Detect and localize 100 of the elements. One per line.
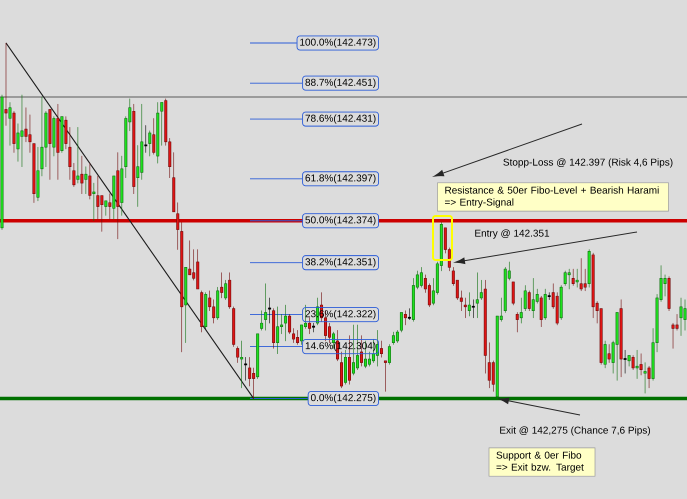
candlestick (384, 360, 387, 392)
ref-line-label: 38.2%(142.351) (305, 258, 376, 268)
candlestick (640, 353, 643, 376)
candlestick (4, 42, 8, 126)
candlestick (288, 314, 292, 334)
candlestick (216, 286, 220, 320)
candlestick (236, 346, 240, 363)
candlestick (648, 366, 651, 388)
ref-line-label: 50.0%(142.374) (305, 216, 376, 226)
candlestick (464, 298, 467, 318)
candlestick (604, 340, 607, 368)
candlestick (76, 126, 80, 184)
ref-line-label: 61.8%(142.397) (306, 174, 376, 184)
candlestick (104, 200, 108, 216)
candlestick (560, 285, 563, 320)
candlestick (392, 332, 395, 345)
candlestick (488, 342, 491, 388)
candlestick (340, 352, 344, 388)
candlestick (512, 282, 515, 306)
candlestick (312, 322, 316, 332)
ref-line-label: 78.6%(142.431) (306, 114, 376, 124)
candlestick (296, 330, 300, 345)
ref-line-label: 88.7%(142.451) (305, 78, 376, 88)
candlestick (484, 280, 487, 374)
candlestick (60, 116, 64, 153)
candlestick (620, 299, 623, 378)
candlestick (636, 350, 639, 379)
annotation: Stopp-Loss @ 142.397 (Risk 4,6 Pips) (503, 158, 672, 168)
candlestick (284, 304, 288, 342)
candlestick (0, 94, 4, 230)
candlestick (12, 110, 16, 153)
candlestick (616, 312, 619, 381)
candlestick (468, 292, 471, 316)
candlestick (628, 355, 631, 366)
candlestick (112, 176, 116, 220)
candlestick (8, 102, 12, 146)
candlestick (88, 162, 92, 200)
candlestick (256, 333, 260, 379)
candlestick (308, 318, 312, 334)
candlestick (144, 125, 148, 153)
candlestick (108, 193, 112, 220)
candlestick (228, 272, 232, 309)
candlestick (680, 298, 683, 336)
candlestick (80, 156, 84, 194)
candlestick (580, 258, 583, 292)
candlestick (396, 330, 399, 343)
candlestick (84, 166, 88, 194)
candlestick (480, 280, 483, 300)
candlestick (528, 290, 531, 311)
candlestick (632, 355, 635, 370)
candlestick (176, 202, 180, 250)
candlestick (160, 102, 164, 146)
candlestick (564, 270, 567, 286)
candlestick (152, 118, 156, 155)
candlestick (292, 328, 296, 343)
candlestick (404, 310, 407, 326)
annotation: Resistance & 50er Fibo-Level + Bearish Harami => Entry-Signal (444, 186, 659, 208)
candlestick (588, 249, 591, 288)
candlestick (56, 104, 60, 180)
candlestick (64, 116, 68, 150)
candlestick (276, 306, 280, 354)
candlestick (156, 102, 160, 164)
annotation: Entry @ 142.351 (475, 229, 550, 239)
candlestick (32, 143, 36, 203)
candlestick (524, 285, 527, 311)
candlestick (40, 96, 44, 176)
candlestick (220, 272, 224, 298)
candlestick (204, 292, 208, 329)
candlestick (180, 222, 184, 352)
candlestick (608, 344, 611, 363)
candlestick (132, 104, 136, 194)
candlestick (184, 267, 188, 343)
candlestick (268, 298, 272, 324)
candlestick (520, 298, 523, 324)
candlestick (380, 340, 383, 358)
candlestick (668, 276, 671, 311)
candlestick (72, 162, 76, 187)
candlestick (532, 278, 535, 318)
candlestick (540, 296, 543, 327)
candlestick (52, 116, 56, 156)
candlestick (544, 288, 547, 320)
candlestick (172, 152, 176, 212)
candlestick (260, 310, 264, 331)
candlestick (116, 152, 120, 240)
candlestick (224, 280, 228, 300)
candlestick (232, 306, 236, 347)
candlestick (388, 344, 391, 365)
candlestick (68, 126, 72, 180)
candlestick (48, 109, 52, 180)
ref-line-label: 100.0%(142.473) (300, 38, 376, 48)
candlestick (244, 356, 248, 381)
candlestick (400, 312, 403, 332)
text: Support & 0er Fibo => Exit bzw. Target (496, 451, 584, 473)
candlestick (20, 94, 24, 168)
candlestick (516, 312, 519, 332)
candlestick (148, 130, 152, 156)
candlestick (200, 290, 204, 332)
candlestick (548, 292, 551, 300)
candlestick (120, 156, 124, 216)
candlestick (420, 267, 423, 288)
